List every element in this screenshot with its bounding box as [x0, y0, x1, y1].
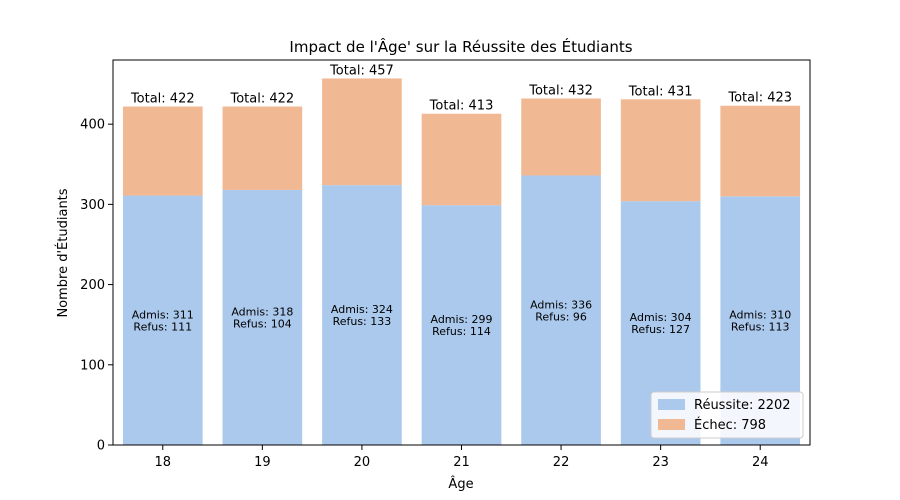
x-tick-label-24: 24: [752, 455, 769, 470]
x-tick-label-20: 20: [354, 455, 371, 470]
bar-echec-23: [620, 99, 701, 202]
bar-echec-18: [122, 106, 203, 196]
admis-label-19: Admis: 318: [231, 305, 293, 318]
bar-reussite-19: [222, 189, 303, 445]
bar-reussite-20: [322, 185, 402, 445]
x-tick-label-22: 22: [553, 455, 570, 470]
x-axis: 18 19 20 21 22 23 24: [155, 445, 769, 470]
refus-label-22: Refus: 96: [535, 310, 587, 323]
y-axis-label: Nombre d'Étudiants: [55, 188, 71, 317]
legend-swatch-reussite: [658, 399, 685, 410]
admis-label-18: Admis: 311: [132, 308, 194, 321]
admis-label-21: Admis: 299: [430, 313, 492, 326]
total-label-24: Total: 423: [727, 91, 792, 106]
x-tick-label-18: 18: [155, 455, 172, 470]
total-label-22: Total: 432: [528, 84, 593, 99]
total-label-20: Total: 457: [329, 63, 394, 78]
bar-echec-24: [720, 105, 801, 197]
bar-echec-19: [222, 106, 303, 190]
legend-box: [650, 391, 804, 439]
bar-reussite-21: [421, 205, 502, 445]
total-label-18: Total: 422: [130, 92, 195, 107]
y-axis: 0 100 200 300 400: [80, 118, 113, 454]
y-tick-label-200: 200: [80, 278, 105, 293]
bar-echec-22: [521, 98, 601, 176]
x-axis-label: Âge: [448, 476, 473, 492]
bar-echec-20: [322, 78, 402, 186]
admis-label-20: Admis: 324: [331, 303, 393, 316]
admis-label-24: Admis: 310: [729, 309, 791, 322]
x-tick-label-19: 19: [254, 455, 271, 470]
legend: Réussite: 2202 Échec: 798: [650, 391, 804, 439]
bar-echec-21: [421, 113, 502, 206]
total-label-21: Total: 413: [429, 99, 494, 114]
y-tick-label-0: 0: [97, 439, 105, 454]
refus-label-19: Refus: 104: [233, 317, 292, 330]
bar-reussite-18: [122, 195, 203, 445]
bars-group: [122, 78, 801, 445]
y-tick-label-400: 400: [80, 118, 105, 133]
total-label-19: Total: 422: [230, 92, 295, 107]
refus-label-21: Refus: 114: [432, 325, 491, 338]
refus-label-24: Refus: 113: [731, 321, 790, 334]
x-tick-label-23: 23: [652, 455, 669, 470]
total-label-23: Total: 431: [628, 84, 693, 99]
admis-label-22: Admis: 336: [530, 298, 592, 311]
legend-label-reussite: Réussite: 2202: [694, 398, 791, 413]
refus-label-20: Refus: 133: [333, 315, 392, 328]
bar-reussite-22: [521, 175, 601, 445]
x-tick-label-21: 21: [453, 455, 470, 470]
legend-label-echec: Échec: 798: [694, 417, 766, 433]
admis-label-23: Admis: 304: [630, 311, 692, 324]
y-tick-label-300: 300: [80, 198, 105, 213]
refus-label-23: Refus: 127: [631, 323, 690, 336]
refus-label-18: Refus: 111: [133, 320, 192, 333]
legend-swatch-echec: [658, 419, 685, 430]
chart-title: Impact de l'Âge' sur la Réussite des Étu…: [289, 37, 632, 56]
y-tick-label-100: 100: [80, 358, 105, 373]
